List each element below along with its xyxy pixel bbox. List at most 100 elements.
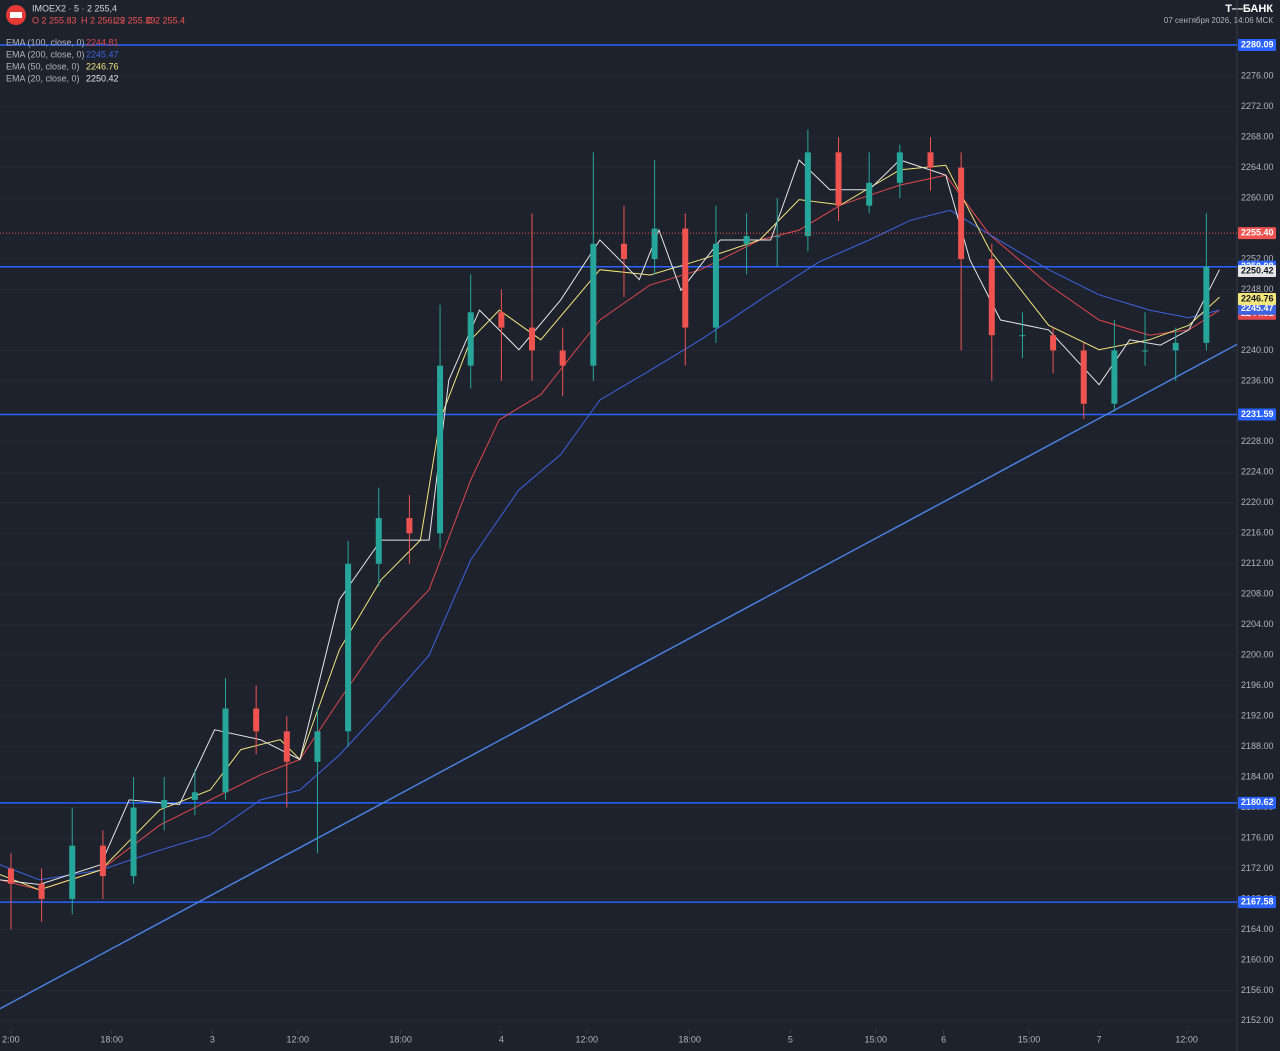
- ema-line: [0, 159, 1220, 886]
- x-tick-label: 12:00: [286, 1034, 309, 1044]
- x-tick-label: 15:00: [864, 1034, 887, 1044]
- y-tick-label: 2212.00: [1241, 558, 1274, 568]
- candle-body: [1203, 266, 1210, 343]
- y-tick-label: 2240.00: [1241, 345, 1274, 355]
- candle-body: [712, 243, 719, 328]
- x-tick-label: 18:00: [678, 1034, 701, 1044]
- candle-body: [988, 259, 995, 336]
- y-tick-label: 2216.00: [1241, 528, 1274, 538]
- symbol: IMOEX2 · 5 · 2 255,4: [32, 3, 117, 13]
- candle-body: [253, 708, 260, 732]
- y-tick-label: 2200.00: [1241, 650, 1274, 660]
- level-label-box: [1238, 408, 1276, 421]
- level-label: 2180.62: [1241, 797, 1274, 807]
- y-tick-label: 2192.00: [1241, 710, 1274, 720]
- y-tick-label: 2188.00: [1241, 741, 1274, 751]
- current-price-label: 2255.40: [1241, 227, 1274, 237]
- ema-price-label-box: [1238, 265, 1276, 278]
- candle-body: [1142, 350, 1149, 352]
- ema-price-label: 2250.42: [1241, 265, 1274, 275]
- x-tick-label: 4: [499, 1034, 504, 1044]
- candle-body: [345, 563, 352, 732]
- y-tick-label: 2224.00: [1241, 467, 1274, 477]
- legend-value: 2250.42: [86, 73, 119, 83]
- y-tick-label: 2248.00: [1241, 284, 1274, 294]
- ohlc-open: O 2 255.83: [32, 15, 77, 25]
- y-tick-label: 2228.00: [1241, 436, 1274, 446]
- y-tick-label: 2152.00: [1241, 1015, 1274, 1025]
- candle-body: [1080, 350, 1087, 404]
- ema-price-label-box: [1238, 292, 1276, 305]
- logo-mark: [10, 12, 22, 18]
- candle-body: [314, 731, 321, 762]
- x-tick-label: 7: [1097, 1034, 1102, 1044]
- candle-body: [529, 327, 536, 351]
- ema-line: [0, 209, 1220, 881]
- candle-body: [222, 708, 229, 793]
- legend-name: EMA (50, close, 0): [6, 61, 80, 71]
- candle-body: [69, 845, 76, 899]
- candle-body: [927, 152, 934, 168]
- candle-body: [191, 792, 198, 800]
- candle-body: [774, 236, 781, 238]
- y-tick-label: 2220.00: [1241, 497, 1274, 507]
- legend-value: 2244.81: [86, 37, 119, 47]
- level-label: 2280.09: [1241, 39, 1274, 49]
- level-label: 2167.58: [1241, 897, 1274, 907]
- brand: T—БАНК: [1225, 3, 1273, 15]
- candle-body: [161, 799, 168, 808]
- x-tick-label: 3: [210, 1034, 215, 1044]
- candle-body: [1019, 335, 1026, 337]
- x-tick-label: 12:00: [575, 1034, 598, 1044]
- ema-price-label-box: [1238, 302, 1276, 315]
- y-tick-label: 2252.00: [1241, 253, 1274, 263]
- y-tick-label: 2160.00: [1241, 954, 1274, 964]
- candle-body: [1050, 335, 1057, 351]
- x-tick-label: 18:00: [389, 1034, 412, 1044]
- ema-price-label: 2246.76: [1241, 293, 1274, 303]
- y-tick-label: 2172.00: [1241, 863, 1274, 873]
- candle-body: [99, 845, 106, 877]
- candle-body: [7, 868, 14, 884]
- candle-body: [835, 152, 842, 206]
- y-tick-label: 2204.00: [1241, 619, 1274, 629]
- y-tick-label: 2272.00: [1241, 101, 1274, 111]
- trendline: [0, 343, 1238, 1010]
- candle-body: [437, 365, 444, 534]
- candle-body: [651, 228, 658, 260]
- level-label-box: [1238, 39, 1276, 52]
- y-tick-label: 2276.00: [1241, 71, 1274, 81]
- y-tick-label: 2196.00: [1241, 680, 1274, 690]
- y-tick-label: 2164.00: [1241, 924, 1274, 934]
- ohlc-low: L 2 255.39: [113, 15, 155, 25]
- candle-body: [866, 182, 873, 206]
- x-tick-label: 18:00: [100, 1034, 123, 1044]
- candle-body: [375, 518, 382, 564]
- legend-name: EMA (200, close, 0): [6, 49, 85, 59]
- y-tick-label: 2260.00: [1241, 192, 1274, 202]
- candle-body: [1172, 342, 1179, 351]
- x-tick-label: 6: [941, 1034, 946, 1044]
- candle-body: [283, 731, 290, 762]
- candle-body: [1111, 350, 1118, 404]
- candle-body: [467, 312, 474, 366]
- candle-body: [406, 518, 413, 534]
- level-label: 2231.59: [1241, 409, 1274, 419]
- y-tick-label: 2236.00: [1241, 375, 1274, 385]
- ema-price-label: 2245.47: [1241, 303, 1274, 313]
- candle-body: [896, 152, 903, 183]
- x-tick-label: 12:00: [1175, 1034, 1198, 1044]
- current-price-label-box: [1238, 227, 1276, 240]
- x-tick-label: 5: [788, 1034, 793, 1044]
- y-tick-label: 2156.00: [1241, 985, 1274, 995]
- legend-value: 2246.76: [86, 61, 119, 71]
- candle-body: [590, 243, 597, 366]
- candle-body: [804, 152, 811, 237]
- candle-body: [38, 883, 45, 899]
- candle-body: [559, 350, 566, 366]
- y-tick-label: 2184.00: [1241, 771, 1274, 781]
- legend-value: 2245.47: [86, 49, 119, 59]
- y-tick-label: 2264.00: [1241, 162, 1274, 172]
